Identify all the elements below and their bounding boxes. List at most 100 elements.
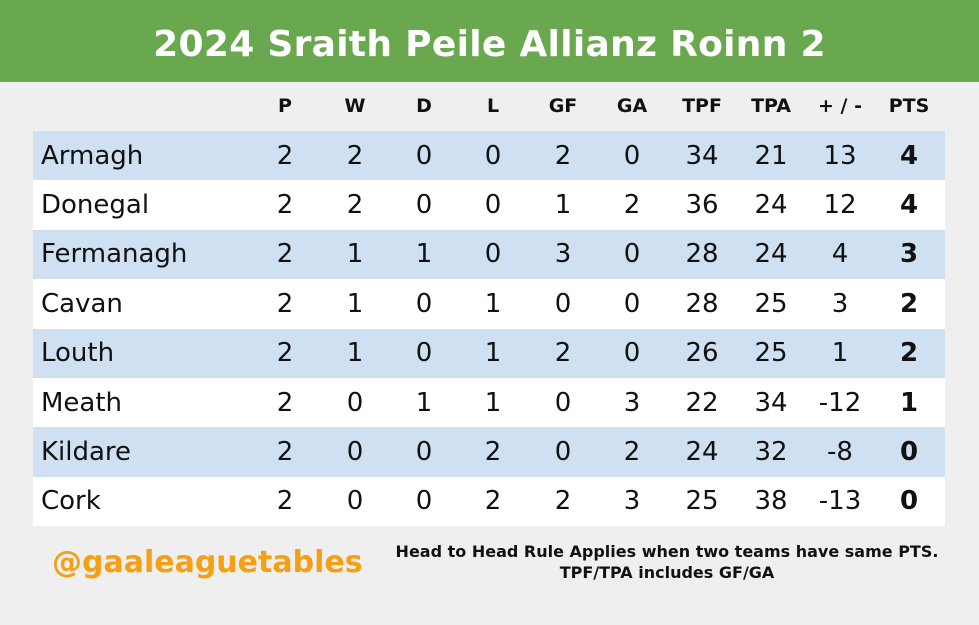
- score-difference: 4: [831, 239, 849, 270]
- goals-against: 0: [623, 338, 641, 369]
- team-name: Louth: [41, 338, 115, 369]
- drawn: 0: [415, 437, 433, 468]
- header-pts: PTS: [888, 95, 930, 117]
- league-points: 4: [899, 190, 919, 221]
- team-name: Cavan: [41, 288, 123, 319]
- score-difference: 3: [831, 288, 849, 319]
- goals-against: 2: [623, 437, 641, 468]
- team-name: Donegal: [41, 190, 150, 221]
- goals-for: 0: [554, 387, 572, 418]
- team-name: Kildare: [41, 437, 132, 468]
- drawn: 1: [415, 387, 433, 418]
- header-w: W: [344, 95, 366, 117]
- total-points-for: 22: [685, 387, 719, 418]
- total-points-for: 28: [685, 239, 719, 270]
- won: 1: [346, 239, 364, 270]
- league-points: 1: [899, 387, 919, 418]
- won: 1: [346, 288, 364, 319]
- goals-against: 0: [623, 140, 641, 171]
- goals-against: 3: [623, 486, 641, 517]
- score-difference: 12: [823, 190, 857, 221]
- table-row: Cork 2 0 0 2 2 3 25 38 -13 0: [33, 476, 945, 527]
- drawn: 0: [415, 486, 433, 517]
- won: 2: [346, 140, 364, 171]
- total-points-for: 36: [685, 190, 719, 221]
- header-p: P: [278, 95, 292, 117]
- played: 2: [276, 437, 294, 468]
- header-tpa: TPA: [751, 95, 791, 117]
- lost: 0: [484, 239, 502, 270]
- total-points-against: 21: [754, 140, 788, 171]
- total-points-for: 34: [685, 140, 719, 171]
- header-plus-minus: + / -: [818, 95, 862, 117]
- page-title: 2024 Sraith Peile Allianz Roinn 2: [153, 23, 826, 65]
- won: 0: [346, 437, 364, 468]
- lost: 0: [484, 190, 502, 221]
- lost: 1: [484, 338, 502, 369]
- score-difference: -8: [827, 437, 853, 468]
- won: 1: [346, 338, 364, 369]
- title-banner: 2024 Sraith Peile Allianz Roinn 2: [0, 0, 979, 82]
- drawn: 0: [415, 190, 433, 221]
- team-name: Cork: [41, 486, 101, 517]
- score-difference: -12: [818, 387, 862, 418]
- total-points-against: 32: [754, 437, 788, 468]
- header-gf: GF: [548, 95, 578, 117]
- total-points-for: 26: [685, 338, 719, 369]
- score-difference: 13: [823, 140, 857, 171]
- played: 2: [276, 387, 294, 418]
- team-name: Armagh: [41, 140, 144, 171]
- league-points: 0: [899, 437, 919, 468]
- played: 2: [276, 288, 294, 319]
- lost: 2: [484, 486, 502, 517]
- rules-note: Head to Head Rule Applies when two teams…: [395, 542, 939, 582]
- lost: 2: [484, 437, 502, 468]
- league-table: Armagh 2 2 0 0 2 0 34 21 13 4 Donegal 2 …: [33, 131, 945, 527]
- header-ga: GA: [616, 95, 648, 117]
- drawn: 0: [415, 140, 433, 171]
- header-d: D: [416, 95, 432, 117]
- total-points-against: 24: [754, 239, 788, 270]
- total-points-against: 34: [754, 387, 788, 418]
- score-difference: -13: [818, 486, 862, 517]
- lost: 1: [484, 387, 502, 418]
- league-points: 2: [899, 338, 919, 369]
- table-row: Armagh 2 2 0 0 2 0 34 21 13 4: [33, 131, 945, 181]
- drawn: 0: [415, 288, 433, 319]
- total-points-against: 24: [754, 190, 788, 221]
- won: 0: [346, 387, 364, 418]
- header-tpf: TPF: [682, 95, 722, 117]
- goals-for: 0: [554, 437, 572, 468]
- score-difference: 1: [831, 338, 849, 369]
- total-points-against: 38: [754, 486, 788, 517]
- played: 2: [276, 338, 294, 369]
- table-row: Meath 2 0 1 1 0 3 22 34 -12 1: [33, 377, 945, 428]
- drawn: 0: [415, 338, 433, 369]
- goals-for: 3: [554, 239, 572, 270]
- goals-against: 3: [623, 387, 641, 418]
- header-l: L: [486, 95, 500, 117]
- table-row: Fermanagh 2 1 1 0 3 0 28 24 4 3: [33, 229, 945, 280]
- table-row: Kildare 2 0 0 2 0 2 24 32 -8 0: [33, 427, 945, 477]
- table-row: Louth 2 1 0 1 2 0 26 25 1 2: [33, 328, 945, 378]
- goals-for: 1: [554, 190, 572, 221]
- total-points-for: 25: [685, 486, 719, 517]
- total-points-for: 24: [685, 437, 719, 468]
- team-name: Fermanagh: [41, 239, 188, 270]
- won: 0: [346, 486, 364, 517]
- league-points: 0: [899, 486, 919, 517]
- league-points: 3: [899, 239, 919, 270]
- played: 2: [276, 239, 294, 270]
- goals-for: 2: [554, 486, 572, 517]
- team-name: Meath: [41, 387, 123, 418]
- lost: 1: [484, 288, 502, 319]
- league-points: 2: [899, 288, 919, 319]
- total-points-against: 25: [754, 288, 788, 319]
- total-points-for: 28: [685, 288, 719, 319]
- played: 2: [276, 140, 294, 171]
- goals-for: 2: [554, 338, 572, 369]
- played: 2: [276, 486, 294, 517]
- goals-against: 0: [623, 288, 641, 319]
- goals-for: 0: [554, 288, 572, 319]
- table-row: Donegal 2 2 0 0 1 2 36 24 12 4: [33, 180, 945, 230]
